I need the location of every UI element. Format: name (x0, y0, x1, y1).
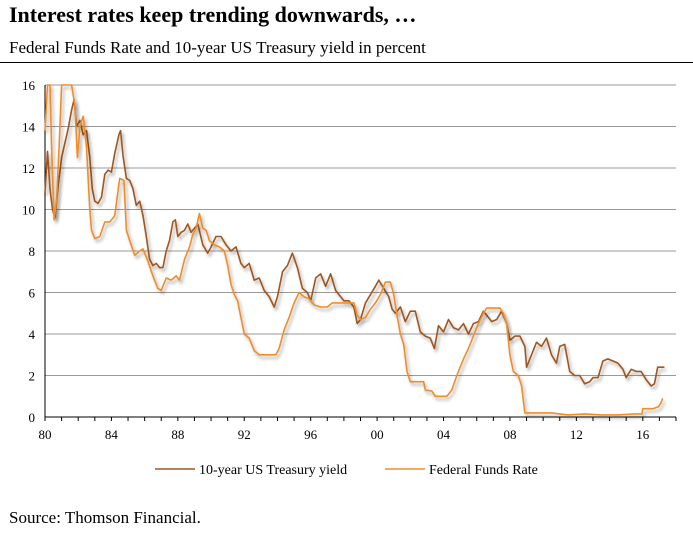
series-lines (44, 84, 665, 416)
y-tick-label: 4 (29, 327, 36, 342)
x-tick-label: 00 (371, 427, 384, 442)
y-tick-label: 6 (29, 286, 36, 301)
x-tick-label: 16 (636, 427, 650, 442)
y-tick-label: 10 (22, 203, 35, 218)
series-line-0 (44, 98, 665, 387)
chart-subtitle: Federal Funds Rate and 10-year US Treasu… (9, 38, 426, 57)
y-tick-label: 8 (29, 244, 36, 259)
x-tick-label: 96 (304, 427, 318, 442)
y-tick-label: 16 (22, 78, 36, 93)
x-tick-label: 04 (437, 427, 451, 442)
x-tick-label: 84 (105, 427, 119, 442)
legend: 10-year US Treasury yield Federal Funds R… (155, 463, 538, 478)
title-divider (0, 62, 693, 63)
legend-label: 10-year US Treasury yield (199, 463, 347, 478)
series-line-1 (44, 84, 664, 416)
chart-title: Interest rates keep trending downwards, … (9, 2, 417, 27)
line-chart: 0 2 4 6 8 10 12 14 16 80 84 88 92 96 00 04 08 12 16 10-yea… (22, 78, 677, 478)
source-note: Source: Thomson Financial. (9, 508, 201, 527)
x-tick-label: 80 (39, 427, 52, 442)
gridlines (45, 84, 676, 376)
y-tick-label: 14 (22, 120, 36, 135)
x-tick-label: 12 (570, 427, 583, 442)
x-tick-label: 92 (238, 427, 251, 442)
y-tick-label: 12 (22, 161, 35, 176)
axes: 0 2 4 6 8 10 12 14 16 80 84 88 92 96 00 04 08 12 16 (22, 78, 677, 442)
legend-label: Federal Funds Rate (429, 463, 538, 478)
x-tick-label: 08 (503, 427, 516, 442)
y-tick-label: 0 (29, 410, 36, 425)
y-tick-label: 2 (29, 369, 36, 384)
x-tick-label: 88 (171, 427, 184, 442)
